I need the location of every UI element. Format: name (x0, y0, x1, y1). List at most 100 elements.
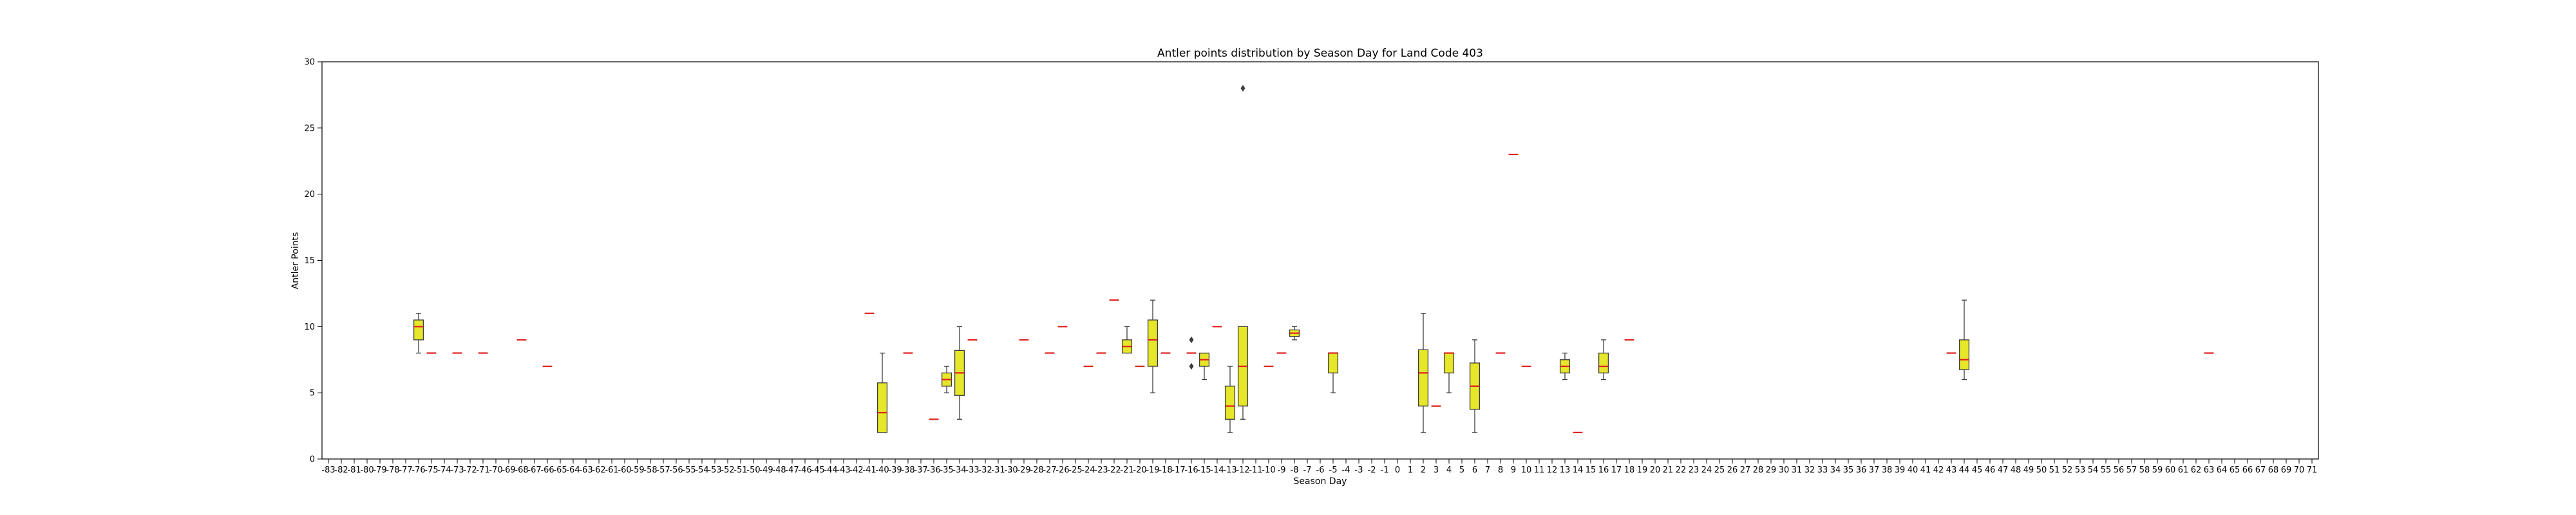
x-tick-label: 54 (2088, 465, 2099, 475)
x-tick-label: -32 (978, 465, 992, 475)
x-tick-label: 65 (2230, 465, 2240, 475)
x-tick-label: -11 (1249, 465, 1262, 475)
x-tick-label: 4 (1446, 465, 1452, 475)
x-tick-label: 24 (1701, 465, 1712, 475)
box-body (1598, 352, 1609, 373)
y-axis-ticks: 0 5 10 15 20 25 30 (304, 58, 322, 465)
x-tick-label: -8 (1291, 465, 1299, 475)
x-tick-label: -60 (618, 465, 631, 475)
x-tick-label: 46 (1985, 465, 1996, 475)
x-tick-label: 67 (2255, 465, 2266, 475)
box--21 (1121, 326, 1133, 354)
x-tick-label: 2 (1421, 465, 1426, 475)
x-tick-label: 33 (1817, 465, 1828, 475)
x-tick-label: -65 (553, 465, 567, 475)
x-tick-label: 0 (1395, 465, 1400, 475)
x-tick-label: -68 (515, 465, 528, 475)
box-series (413, 84, 2214, 433)
x-tick-label: -54 (695, 465, 708, 475)
x-tick-label: -45 (811, 465, 824, 475)
box-body (1443, 352, 1455, 373)
x-tick-label: 56 (2114, 465, 2125, 475)
x-tick-label: -35 (940, 465, 953, 475)
x-tick-label: 51 (2049, 465, 2060, 475)
box--40 (876, 352, 888, 433)
x-tick-label: 11 (1534, 465, 1545, 475)
x-tick-label: -78 (386, 465, 399, 475)
x-tick-label: 60 (2165, 465, 2176, 475)
x-tick-label: -13 (1223, 465, 1236, 475)
x-tick-label: -19 (1146, 465, 1159, 475)
x-tick-label: -41 (862, 465, 876, 475)
chart-title: Antler points distribution by Season Day… (1157, 47, 1483, 60)
x-tick-label: -24 (1081, 465, 1095, 475)
box--76 (413, 313, 424, 354)
x-tick-label: -81 (347, 465, 361, 475)
x-tick-label: -26 (1056, 465, 1069, 475)
x-tick-label: 38 (1882, 465, 1893, 475)
y-tick-label: 25 (304, 124, 315, 133)
x-tick-label: -73 (450, 465, 464, 475)
box--5 (1327, 352, 1339, 393)
x-tick-label: -49 (759, 465, 773, 475)
x-tick-label: -34 (952, 465, 966, 475)
x-tick-label: 6 (1472, 465, 1477, 475)
box-body (1224, 386, 1236, 420)
plot-area (321, 61, 2319, 460)
y-tick-label: 0 (310, 455, 315, 465)
x-tick-label: -44 (824, 465, 837, 475)
x-tick-label: -69 (502, 465, 515, 475)
box-body (1958, 339, 1970, 370)
x-tick-label: 14 (1573, 465, 1584, 475)
x-tick-label: 30 (1779, 465, 1790, 475)
x-tick-label: -48 (772, 465, 786, 475)
x-tick-label: 3 (1434, 465, 1439, 475)
plot-frame (321, 61, 2319, 460)
x-tick-label: -72 (463, 465, 477, 475)
x-tick-label: 28 (1753, 465, 1764, 475)
x-tick-label: 21 (1663, 465, 1674, 475)
x-tick-label: -23 (1094, 465, 1108, 475)
y-tick-label: 10 (304, 323, 315, 332)
x-tick-label: -31 (991, 465, 1005, 475)
outlier-point (1240, 84, 1245, 92)
x-tick-label: 5 (1459, 465, 1464, 475)
x-tick-label: -61 (605, 465, 618, 475)
box--13 (1224, 366, 1236, 433)
x-tick-label: 63 (2204, 465, 2215, 475)
box-body (876, 382, 888, 433)
x-tick-label: 64 (2217, 465, 2228, 475)
x-tick-label: 42 (1933, 465, 1944, 475)
x-tick-label: -67 (527, 465, 541, 475)
x-tick-label: 13 (1560, 465, 1571, 475)
x-tick-label: 49 (2023, 465, 2034, 475)
box--12 (1237, 84, 1249, 420)
y-axis-label: Antler Points (290, 232, 301, 290)
y-tick-label: 20 (304, 190, 315, 200)
x-tick-label: 25 (1714, 465, 1725, 475)
x-tick-label: -55 (682, 465, 696, 475)
x-tick-label: 58 (2139, 465, 2150, 475)
box--8 (1289, 326, 1300, 341)
box-16 (1598, 339, 1609, 380)
outlier-point (1189, 362, 1194, 370)
x-tick-label: 32 (1804, 465, 1815, 475)
x-tick-label: -25 (1068, 465, 1082, 475)
x-tick-label: 26 (1727, 465, 1738, 475)
box-body (1327, 352, 1339, 373)
x-tick-label: -79 (373, 465, 386, 475)
x-tick-label: 35 (1843, 465, 1854, 475)
x-tick-label: -16 (1184, 465, 1198, 475)
x-tick-label: -43 (837, 465, 850, 475)
x-tick-label: 43 (1946, 465, 1957, 475)
x-tick-label: -3 (1355, 465, 1363, 475)
x-tick-label: -21 (1120, 465, 1133, 475)
x-tick-label: -18 (1159, 465, 1172, 475)
x-tick-label: 53 (2075, 465, 2086, 475)
x-tick-label: 34 (1830, 465, 1841, 475)
box-body (1417, 349, 1429, 407)
x-tick-label: 29 (1766, 465, 1777, 475)
box--34 (954, 326, 965, 420)
x-tick-label: -15 (1197, 465, 1211, 475)
x-tick-label: 7 (1485, 465, 1490, 475)
